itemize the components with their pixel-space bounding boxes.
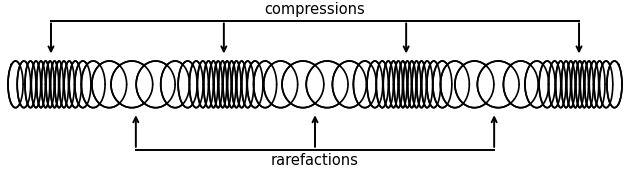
Ellipse shape [525, 61, 549, 108]
Ellipse shape [367, 61, 383, 108]
Ellipse shape [242, 61, 254, 108]
Ellipse shape [503, 61, 538, 108]
Ellipse shape [416, 61, 427, 108]
Ellipse shape [383, 61, 393, 108]
Ellipse shape [17, 61, 31, 108]
Ellipse shape [81, 61, 105, 108]
Ellipse shape [556, 61, 566, 108]
Ellipse shape [254, 61, 277, 108]
Ellipse shape [75, 61, 91, 108]
Ellipse shape [92, 61, 127, 108]
Ellipse shape [247, 61, 263, 108]
Ellipse shape [214, 61, 222, 108]
Ellipse shape [549, 61, 561, 108]
Ellipse shape [408, 61, 416, 108]
Ellipse shape [59, 61, 69, 108]
Ellipse shape [237, 61, 247, 108]
Ellipse shape [589, 61, 598, 108]
Ellipse shape [427, 61, 440, 108]
Ellipse shape [55, 61, 64, 108]
Ellipse shape [566, 61, 575, 108]
Ellipse shape [50, 61, 59, 108]
Ellipse shape [403, 61, 411, 108]
Ellipse shape [389, 61, 398, 108]
Ellipse shape [376, 61, 388, 108]
Ellipse shape [227, 61, 236, 108]
Ellipse shape [136, 61, 175, 108]
Ellipse shape [190, 61, 203, 108]
Ellipse shape [282, 61, 324, 108]
Ellipse shape [333, 61, 367, 108]
Ellipse shape [399, 61, 407, 108]
Ellipse shape [455, 61, 494, 108]
Ellipse shape [8, 61, 23, 108]
Ellipse shape [25, 61, 36, 108]
Ellipse shape [197, 61, 209, 108]
Ellipse shape [571, 61, 580, 108]
Ellipse shape [585, 61, 593, 108]
Ellipse shape [161, 61, 190, 108]
Ellipse shape [209, 61, 218, 108]
Ellipse shape [599, 61, 613, 108]
Ellipse shape [478, 61, 519, 108]
Ellipse shape [69, 61, 81, 108]
Ellipse shape [539, 61, 555, 108]
Ellipse shape [607, 61, 622, 108]
Ellipse shape [37, 61, 45, 108]
Ellipse shape [223, 61, 231, 108]
Ellipse shape [32, 61, 41, 108]
Ellipse shape [219, 61, 227, 108]
Ellipse shape [264, 61, 297, 108]
Ellipse shape [232, 61, 241, 108]
Ellipse shape [64, 61, 74, 108]
Ellipse shape [203, 61, 213, 108]
Ellipse shape [421, 61, 433, 108]
Ellipse shape [306, 61, 348, 108]
Text: rarefactions: rarefactions [271, 153, 359, 168]
Ellipse shape [111, 61, 152, 108]
Ellipse shape [580, 61, 588, 108]
Ellipse shape [394, 61, 403, 108]
Ellipse shape [576, 61, 584, 108]
Ellipse shape [433, 61, 452, 108]
Ellipse shape [594, 61, 605, 108]
Ellipse shape [412, 61, 421, 108]
Ellipse shape [440, 61, 469, 108]
Text: compressions: compressions [265, 2, 365, 18]
Ellipse shape [561, 61, 571, 108]
Ellipse shape [178, 61, 197, 108]
Ellipse shape [353, 61, 376, 108]
Ellipse shape [42, 61, 50, 108]
Ellipse shape [46, 61, 54, 108]
